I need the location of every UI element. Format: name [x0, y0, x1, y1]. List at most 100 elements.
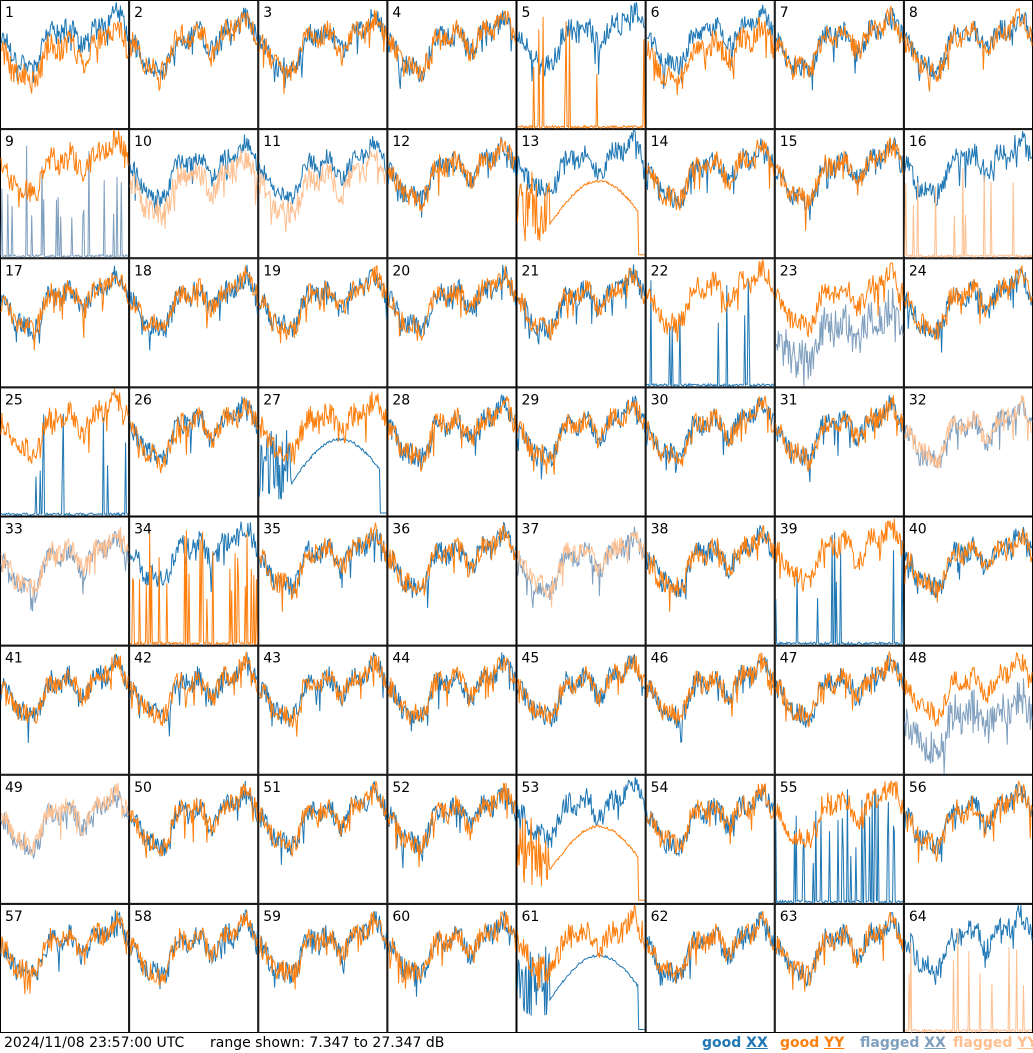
- series-yy: [0, 128, 129, 208]
- panel-frame: [516, 258, 646, 388]
- panel-label: 57: [5, 909, 23, 925]
- series-xx: [517, 129, 646, 199]
- legend-good-yy: good YY: [780, 1035, 845, 1051]
- panel-26: 26: [129, 387, 259, 517]
- panel-8: 8: [903, 0, 1033, 130]
- series-yy: [904, 7, 1033, 92]
- series-yy: [129, 397, 258, 474]
- panel-label: 56: [909, 780, 927, 796]
- panel-label: 50: [134, 780, 152, 796]
- panel-frame: [258, 774, 388, 904]
- panel-7: 7: [774, 0, 904, 130]
- series-yy: [258, 655, 387, 737]
- series-yy: [0, 910, 129, 995]
- panel-60: 60: [387, 903, 517, 1033]
- panel-5: 5: [516, 0, 646, 130]
- series-xx: [129, 134, 258, 214]
- series-xx: [258, 430, 387, 514]
- series-xx: [258, 136, 387, 206]
- series-xx: [904, 131, 1033, 207]
- panel-22: 22: [645, 258, 775, 389]
- panel-label: 26: [134, 392, 152, 408]
- panel-24: 24: [903, 258, 1033, 388]
- panel-label: 9: [5, 134, 14, 150]
- series-yy-flagged: [258, 149, 387, 233]
- series-xx: [904, 904, 1033, 985]
- panel-label: 38: [651, 522, 669, 538]
- series-yy: [0, 273, 129, 351]
- series-yy: [0, 388, 129, 464]
- panel-label: 15: [780, 134, 798, 150]
- panel-label: 19: [263, 263, 281, 279]
- panel-frame: [258, 0, 388, 130]
- range-text: range shown: 7.347 to 27.347 dB: [210, 1035, 445, 1051]
- panel-label: 25: [5, 392, 23, 408]
- panel-label: 1: [5, 5, 14, 21]
- series-yy: [0, 653, 129, 725]
- panel-label: 21: [522, 263, 540, 279]
- series-yy: [517, 904, 646, 990]
- series-xx-flagged: [904, 678, 1033, 774]
- series-yy: [904, 264, 1033, 341]
- panel-label: 13: [522, 134, 540, 150]
- series-yy: [387, 395, 516, 472]
- panel-label: 12: [392, 134, 410, 150]
- series-yy: [646, 783, 775, 854]
- panel-label: 35: [263, 522, 281, 538]
- panel-50: 50: [129, 774, 259, 904]
- series-yy: [129, 265, 258, 332]
- legend-good-xx: good XX: [702, 1035, 768, 1051]
- panel-54: 54: [645, 774, 775, 904]
- panel-52: 52: [387, 774, 517, 904]
- panel-label: 11: [263, 134, 281, 150]
- panel-label: 53: [522, 780, 540, 796]
- panel-12: 12: [387, 129, 517, 259]
- series-yy: [258, 911, 387, 990]
- panel-17: 17: [0, 258, 130, 388]
- panel-13: 13: [516, 129, 646, 259]
- panel-label: 63: [780, 909, 798, 925]
- panel-53: 53: [516, 774, 646, 904]
- series-yy: [129, 651, 258, 727]
- series-yy: [646, 394, 775, 467]
- series-yy: [775, 137, 904, 231]
- panel-64: 64: [903, 903, 1033, 1033]
- panel-label: 8: [909, 5, 918, 21]
- series-yy: [387, 911, 516, 989]
- series-yy: [646, 525, 775, 612]
- panel-38: 38: [645, 516, 775, 646]
- series-yy: [775, 911, 904, 992]
- panel-63: 63: [774, 903, 904, 1033]
- panel-label: 24: [909, 263, 927, 279]
- panel-frame: [774, 0, 904, 130]
- panel-56: 56: [903, 774, 1033, 904]
- series-yy: [646, 139, 775, 211]
- series-xx: [775, 532, 904, 647]
- series-xx: [775, 789, 904, 905]
- legend-flagged-xx: flagged XX: [860, 1035, 946, 1051]
- panel-9: 9: [0, 128, 130, 259]
- panel-14: 14: [645, 129, 775, 259]
- series-yy: [646, 16, 775, 96]
- panel-label: 28: [392, 392, 410, 408]
- panel-label: 4: [392, 5, 401, 21]
- panel-58: 58: [129, 903, 259, 1033]
- panel-label: 30: [651, 392, 669, 408]
- series-yy: [904, 651, 1033, 727]
- panel-27: 27: [258, 387, 388, 517]
- series-yy: [129, 783, 258, 859]
- panel-40: 40: [903, 516, 1033, 646]
- series-xx-flagged: [775, 287, 904, 387]
- panel-10: 10: [129, 129, 259, 259]
- panel-label: 61: [522, 909, 540, 925]
- panel-label: 49: [5, 780, 23, 796]
- series-yy-flagged: [129, 150, 258, 229]
- panel-44: 44: [387, 645, 517, 775]
- panel-label: 64: [909, 909, 927, 925]
- panel-label: 51: [263, 780, 281, 796]
- series-yy-flagged: [904, 168, 1033, 259]
- panel-37: 37: [516, 516, 646, 646]
- panel-label: 33: [5, 522, 23, 538]
- panel-label: 14: [651, 134, 669, 150]
- panel-31: 31: [774, 387, 904, 517]
